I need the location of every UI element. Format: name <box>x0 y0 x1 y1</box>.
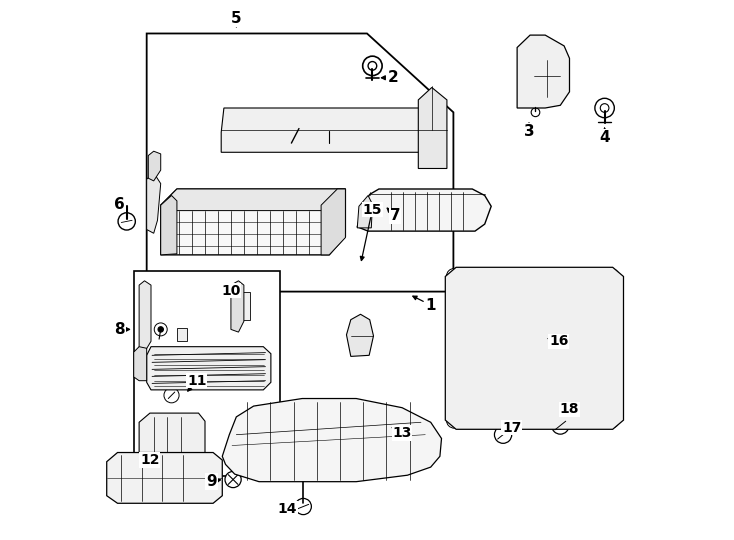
Polygon shape <box>148 151 161 181</box>
Text: 15: 15 <box>363 202 382 217</box>
Text: 3: 3 <box>523 124 534 139</box>
Circle shape <box>225 471 241 488</box>
Text: 14: 14 <box>277 502 297 516</box>
Circle shape <box>154 323 167 336</box>
Bar <box>283 222 297 240</box>
Polygon shape <box>221 108 446 152</box>
Text: 7: 7 <box>390 208 400 224</box>
Bar <box>177 328 186 341</box>
Circle shape <box>595 98 614 118</box>
Bar <box>562 284 589 316</box>
Circle shape <box>495 426 512 443</box>
Circle shape <box>263 128 268 133</box>
Circle shape <box>603 412 619 428</box>
Circle shape <box>247 228 266 247</box>
Polygon shape <box>517 35 570 108</box>
Text: 2: 2 <box>388 70 399 85</box>
Polygon shape <box>446 267 623 429</box>
Bar <box>458 282 490 316</box>
Polygon shape <box>134 271 280 476</box>
Circle shape <box>158 327 164 332</box>
Circle shape <box>259 124 272 137</box>
Bar <box>458 363 484 399</box>
Bar <box>562 325 591 356</box>
Bar <box>490 363 558 400</box>
Bar <box>235 292 250 320</box>
Bar <box>562 363 592 399</box>
Text: 16: 16 <box>549 334 568 348</box>
Circle shape <box>446 412 462 428</box>
Circle shape <box>531 108 539 117</box>
Polygon shape <box>346 314 374 356</box>
Text: 4: 4 <box>599 130 610 145</box>
Text: 17: 17 <box>502 421 521 435</box>
Bar <box>534 60 560 97</box>
Polygon shape <box>139 413 205 469</box>
Circle shape <box>327 126 331 130</box>
Polygon shape <box>161 189 346 211</box>
Bar <box>458 325 484 356</box>
Text: 1: 1 <box>426 298 436 313</box>
Circle shape <box>603 268 619 285</box>
Polygon shape <box>139 281 151 352</box>
Polygon shape <box>147 173 161 233</box>
Polygon shape <box>147 347 271 390</box>
Polygon shape <box>222 399 442 482</box>
Polygon shape <box>357 195 372 228</box>
Polygon shape <box>231 281 244 332</box>
Text: 10: 10 <box>221 284 241 298</box>
Circle shape <box>600 104 609 112</box>
Text: 18: 18 <box>560 402 579 416</box>
Circle shape <box>295 498 311 515</box>
Bar <box>530 327 556 356</box>
Circle shape <box>118 213 135 230</box>
Polygon shape <box>161 189 346 255</box>
Polygon shape <box>106 453 222 503</box>
Polygon shape <box>321 189 346 255</box>
Circle shape <box>325 124 333 132</box>
Polygon shape <box>134 347 147 381</box>
Circle shape <box>363 56 382 76</box>
Polygon shape <box>147 33 454 292</box>
Text: 6: 6 <box>115 197 125 212</box>
Circle shape <box>294 121 303 130</box>
Circle shape <box>164 388 179 403</box>
Bar <box>491 326 525 355</box>
Circle shape <box>252 233 261 242</box>
Bar <box>498 284 523 313</box>
Text: 13: 13 <box>393 426 412 440</box>
Text: 8: 8 <box>115 322 125 337</box>
Circle shape <box>446 268 462 285</box>
Circle shape <box>552 417 569 434</box>
Text: 12: 12 <box>140 453 160 467</box>
Text: 9: 9 <box>206 474 217 489</box>
Polygon shape <box>418 87 447 168</box>
Polygon shape <box>357 189 491 231</box>
Text: 5: 5 <box>231 11 241 26</box>
Bar <box>530 283 557 314</box>
Polygon shape <box>161 195 177 255</box>
Text: 11: 11 <box>187 374 207 388</box>
Circle shape <box>368 62 377 70</box>
